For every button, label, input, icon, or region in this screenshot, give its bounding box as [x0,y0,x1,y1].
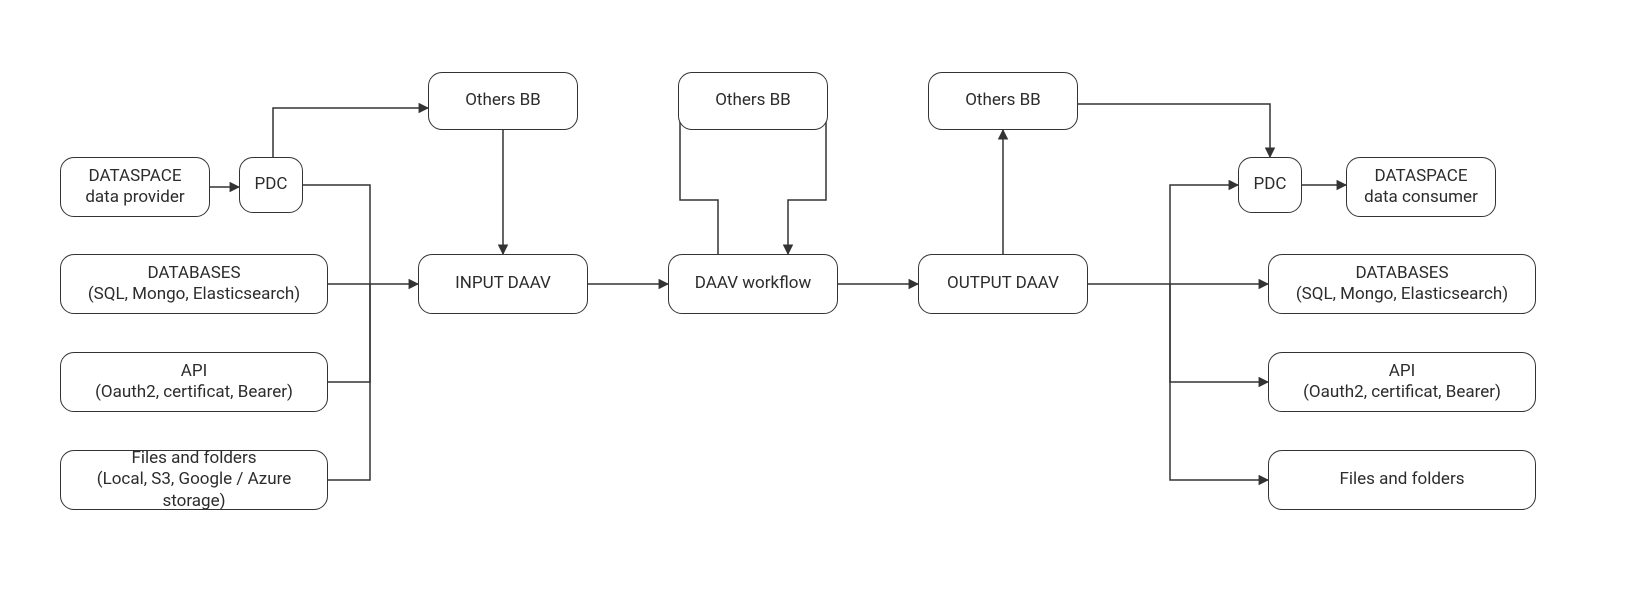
node-dataspace-provider: DATASPACE data provider [60,157,210,217]
node-sublabel: (Oauth2, certificat, Bearer) [1303,382,1501,403]
node-dataspace-consumer: DATASPACE data consumer [1346,157,1496,217]
node-label: PDC [255,174,288,195]
node-label: Files and folders [1340,469,1465,490]
edge [328,284,370,480]
node-label: API [1389,361,1415,382]
node-files-right: Files and folders [1268,450,1536,510]
node-others-bb-mid: Others BB [678,72,828,130]
node-label: Others BB [465,90,541,111]
node-label: DATASPACE [89,166,182,187]
node-sublabel: data consumer [1364,187,1478,208]
node-sublabel: (Oauth2, certificat, Bearer) [95,382,293,403]
node-others-bb-left: Others BB [428,72,578,130]
node-others-bb-right: Others BB [928,72,1078,130]
node-files-left: Files and folders (Local, S3, Google / A… [60,450,328,510]
edge [1170,284,1268,382]
node-api-left: API (Oauth2, certificat, Bearer) [60,352,328,412]
node-label: DATABASES [147,263,240,284]
node-input-daav: INPUT DAAV [418,254,588,314]
node-label: OUTPUT DAAV [947,273,1059,294]
node-databases-left: DATABASES (SQL, Mongo, Elasticsearch) [60,254,328,314]
node-label: DATABASES [1355,263,1448,284]
flowchart-canvas: DATASPACE data provider PDC DATABASES (S… [0,0,1646,607]
node-label: INPUT DAAV [455,273,551,294]
node-pdc-right: PDC [1238,157,1302,213]
edge [328,284,370,382]
node-sublabel: (SQL, Mongo, Elasticsearch) [1296,284,1508,305]
node-databases-right: DATABASES (SQL, Mongo, Elasticsearch) [1268,254,1536,314]
node-label: Others BB [715,90,791,111]
node-label: DAAV workflow [695,273,811,294]
node-api-right: API (Oauth2, certificat, Bearer) [1268,352,1536,412]
edge [1170,284,1268,480]
node-label: PDC [1254,174,1287,195]
edge [273,108,428,157]
node-output-daav: OUTPUT DAAV [918,254,1088,314]
node-label: DATASPACE [1375,166,1468,187]
edge [1078,104,1270,157]
node-label: API [181,361,207,382]
node-sublabel: (SQL, Mongo, Elasticsearch) [88,284,300,305]
node-label: Others BB [965,90,1041,111]
node-pdc-left: PDC [239,157,303,213]
node-sublabel: (Local, S3, Google / Azure storage) [69,469,319,512]
edge [1170,185,1238,284]
node-sublabel: data provider [85,187,184,208]
node-daav-workflow: DAAV workflow [668,254,838,314]
node-label: Files and folders [132,448,257,469]
